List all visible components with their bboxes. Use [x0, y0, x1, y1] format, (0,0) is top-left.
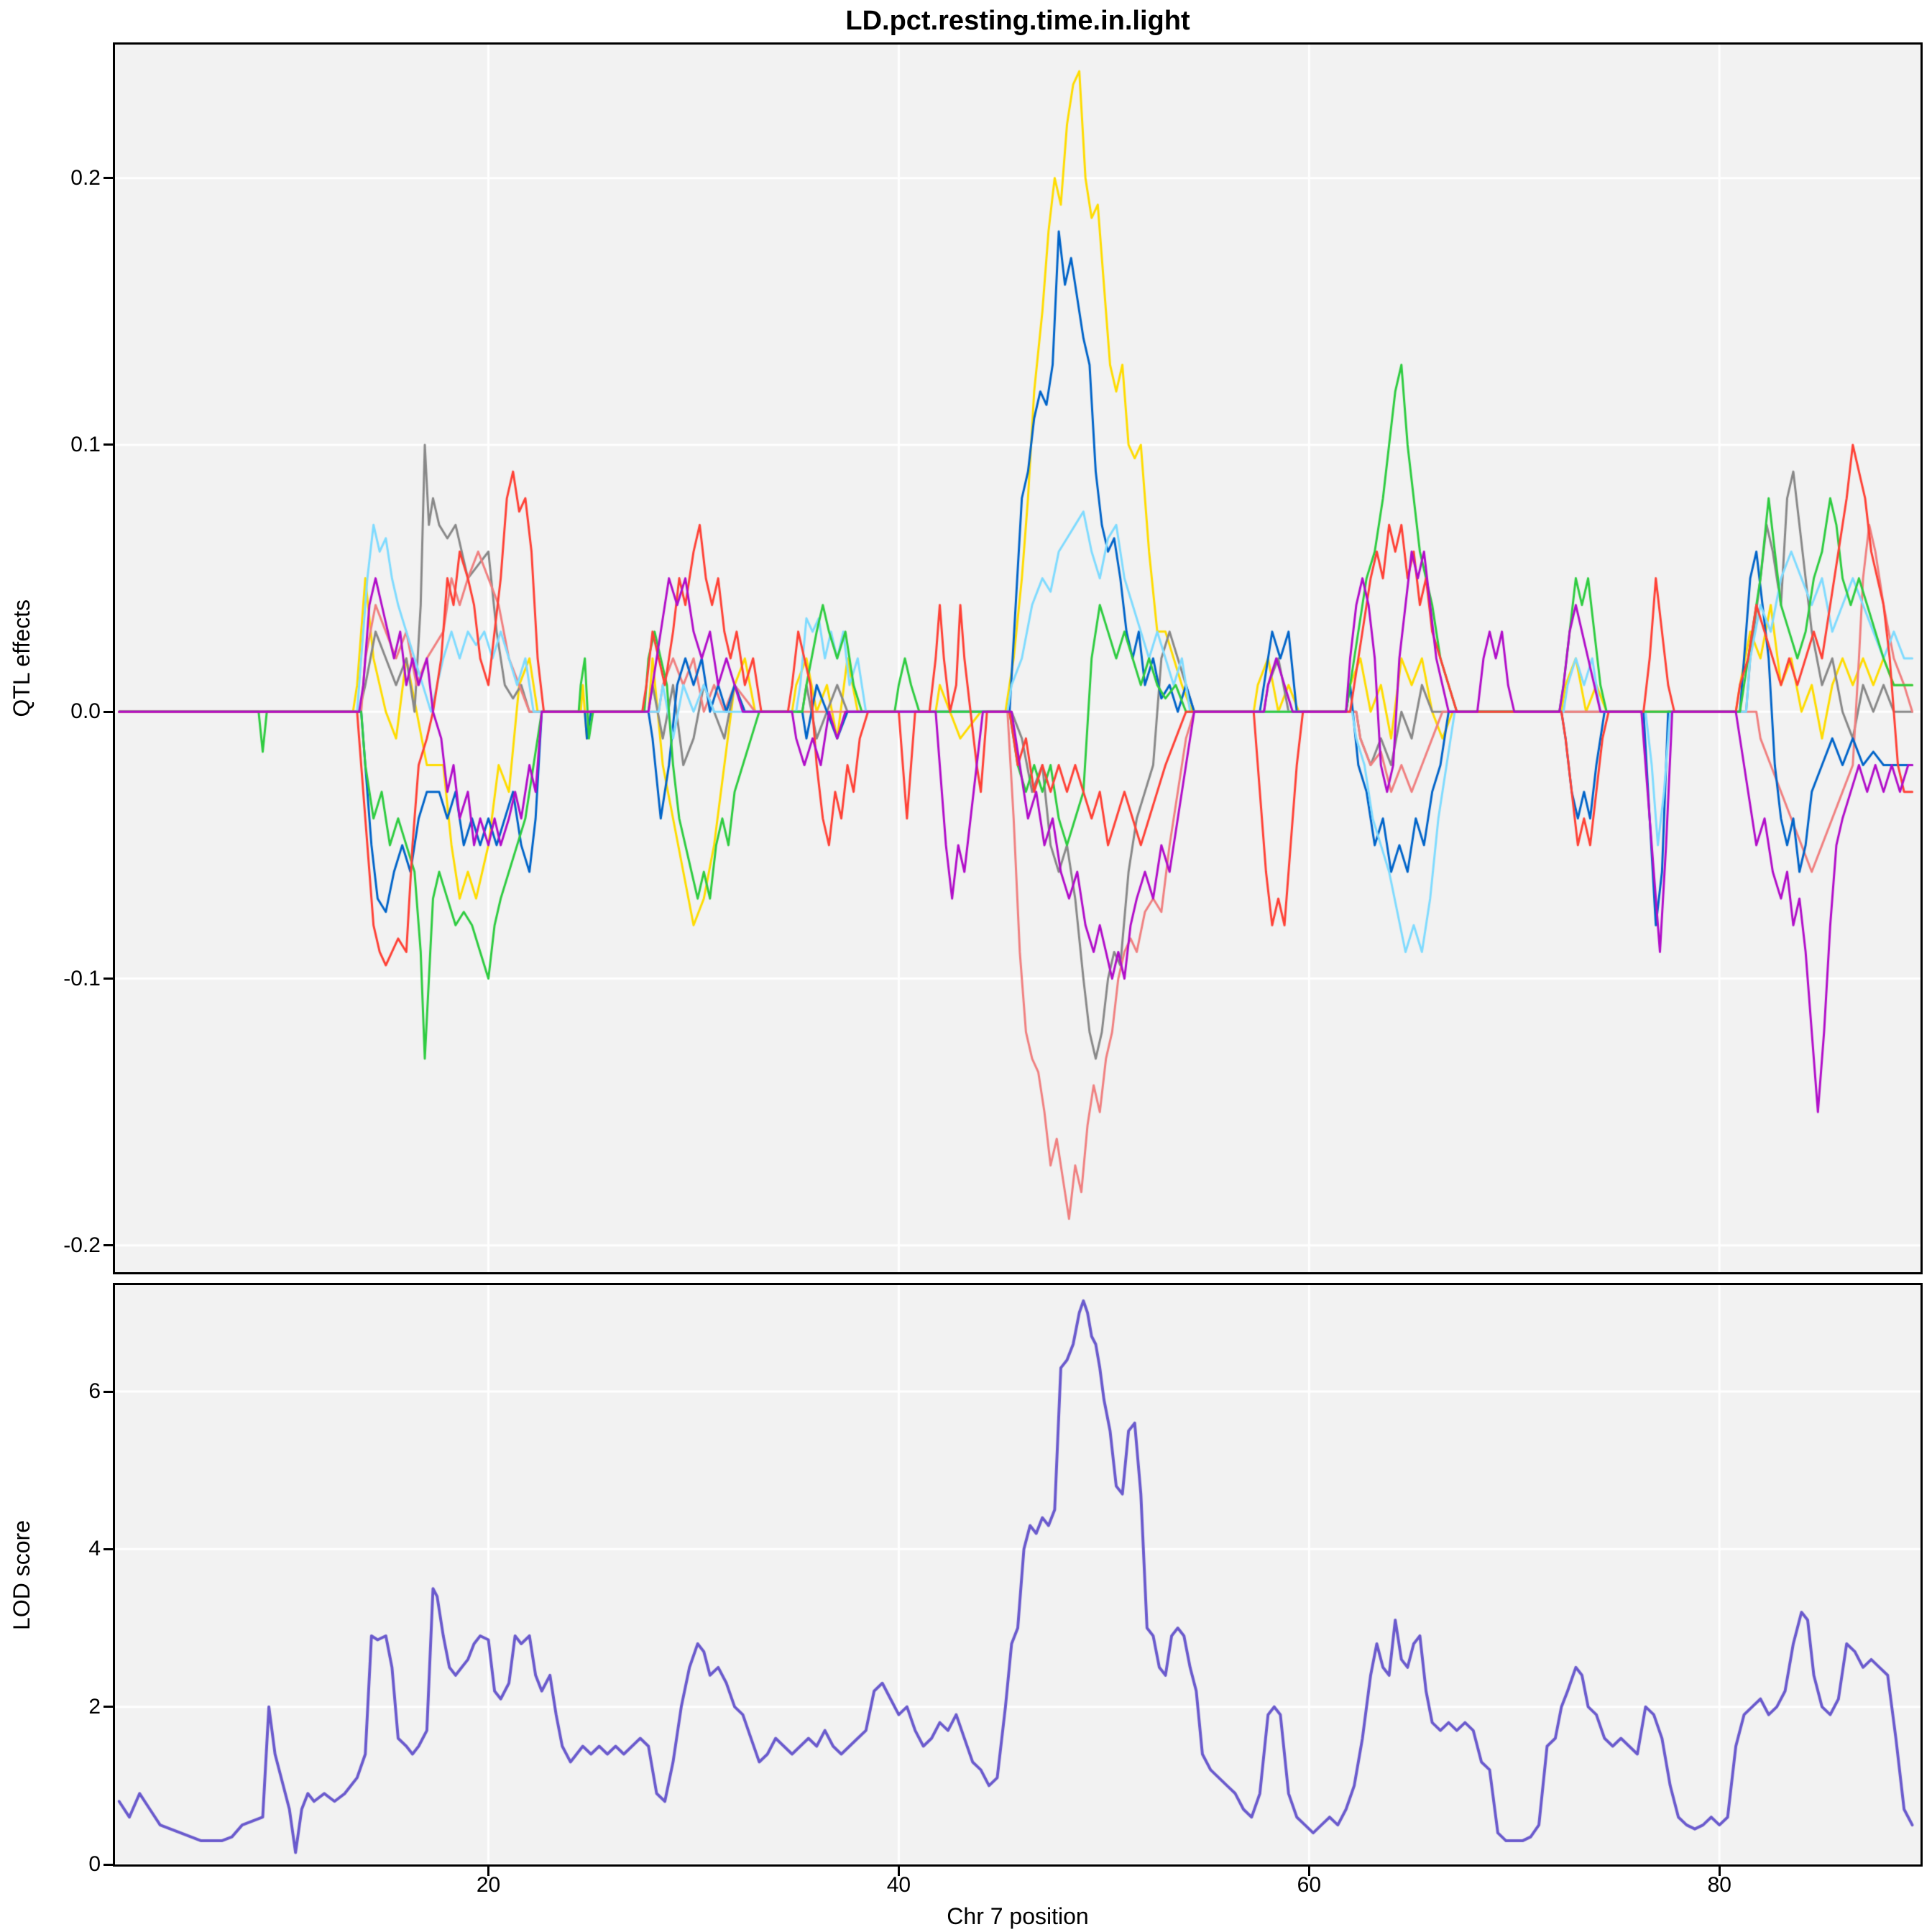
y-tick-label: 6 — [88, 1379, 101, 1404]
y-tick-mark — [104, 1706, 113, 1708]
x-tick-label: 60 — [1297, 1873, 1322, 1897]
y-tick-mark — [104, 978, 113, 980]
y-tick-label: 0.1 — [70, 432, 101, 456]
y-tick-label: 0.0 — [70, 699, 101, 724]
y-tick-label: -0.2 — [63, 1233, 101, 1257]
y-tick-label: 2 — [88, 1694, 101, 1719]
qtl-effects-canvas — [115, 45, 1920, 1272]
y-axis-label-bottom-wrap: LOD score — [0, 1285, 43, 1864]
lod-score-canvas — [115, 1285, 1920, 1864]
x-tick-mark — [1718, 1867, 1721, 1876]
y-tick-mark — [104, 443, 113, 446]
x-tick-label: 20 — [476, 1873, 501, 1897]
y-tick-label: 4 — [88, 1537, 101, 1561]
qtl-effects-panel — [113, 42, 1923, 1274]
y-tick-mark — [104, 1547, 113, 1550]
x-tick-mark — [487, 1867, 490, 1876]
plot-title: LD.pct.resting.time.in.light — [845, 6, 1190, 36]
y-tick-label: 0 — [88, 1852, 101, 1876]
x-axis-label-chr7-position: Chr 7 position — [947, 1903, 1089, 1929]
y-tick-label: -0.1 — [63, 966, 101, 990]
y-tick-mark — [104, 710, 113, 713]
y-tick-label: 0.2 — [70, 165, 101, 190]
x-tick-mark — [897, 1867, 900, 1876]
x-tick-label: 40 — [886, 1873, 911, 1897]
y-tick-mark — [104, 1390, 113, 1393]
y-tick-mark — [104, 177, 113, 180]
x-tick-mark — [1307, 1867, 1310, 1876]
y-tick-mark — [104, 1244, 113, 1247]
y-axis-label-top-wrap: QTL effects — [0, 45, 43, 1272]
x-tick-label: 80 — [1707, 1873, 1731, 1897]
lod-score-panel — [113, 1283, 1923, 1867]
y-tick-mark — [104, 1863, 113, 1866]
